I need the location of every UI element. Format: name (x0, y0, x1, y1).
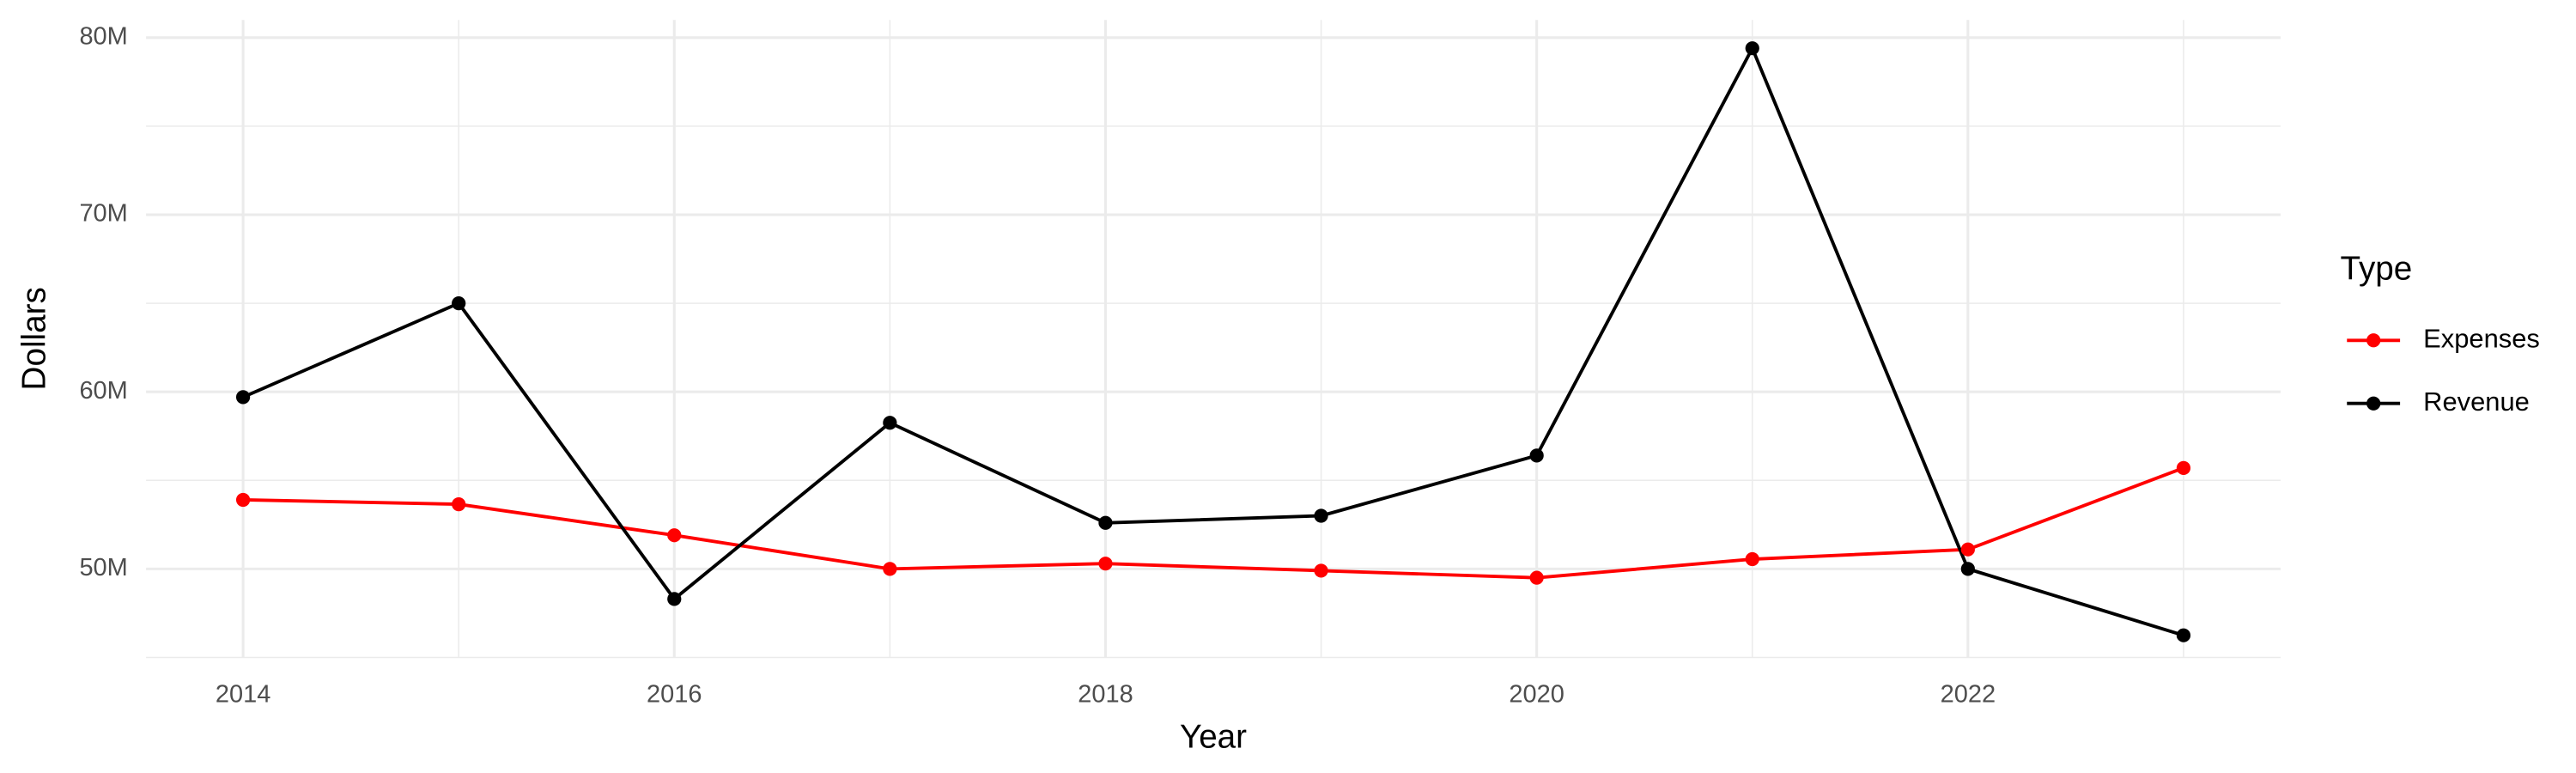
plot-area (235, 41, 2191, 642)
data-point (1960, 562, 1975, 576)
legend-label: Expenses (2423, 323, 2540, 353)
legend-key-point (2366, 396, 2381, 411)
legend-title: Type (2341, 250, 2413, 287)
series-line (243, 466, 2184, 580)
x-tick-label: 2016 (647, 681, 702, 709)
data-point (667, 592, 682, 606)
legend-key-point (2366, 333, 2381, 348)
legend: Type Expenses Revenue (2341, 250, 2540, 417)
x-tick-label: 2020 (1509, 681, 1564, 709)
data-point (235, 492, 251, 508)
data-point (1745, 551, 1759, 567)
data-point (883, 562, 897, 576)
legend-label: Revenue (2423, 386, 2530, 417)
data-point (1098, 557, 1113, 571)
data-point (1745, 41, 1759, 56)
data-point (235, 390, 251, 405)
x-tick-label: 2014 (216, 681, 270, 709)
data-point (1314, 563, 1328, 578)
data-point (883, 416, 897, 430)
series-line (242, 44, 2184, 637)
y-axis-title: Dollars (16, 287, 53, 390)
data-point (667, 528, 682, 543)
data-point (2176, 628, 2191, 642)
y-tick-label: 80M (79, 22, 127, 50)
data-point (1098, 515, 1113, 530)
x-tick-label: 2018 (1078, 681, 1133, 709)
grid (146, 20, 2281, 659)
x-tick-label: 2022 (1941, 681, 1996, 709)
data-point (1960, 542, 1975, 557)
axes: Year Dollars 50M 60M 70M 80M 2014 2016 2018 202… (16, 22, 1996, 755)
data-point (452, 295, 466, 311)
y-tick-label: 50M (79, 554, 127, 581)
y-tick-label: 60M (79, 377, 127, 405)
data-point (452, 496, 466, 512)
y-tick-label: 70M (79, 200, 127, 228)
data-point (1529, 570, 1544, 585)
data-point (1314, 508, 1328, 523)
data-point (1529, 448, 1544, 463)
x-axis-title: Year (1180, 718, 1247, 755)
data-point (2176, 460, 2191, 475)
